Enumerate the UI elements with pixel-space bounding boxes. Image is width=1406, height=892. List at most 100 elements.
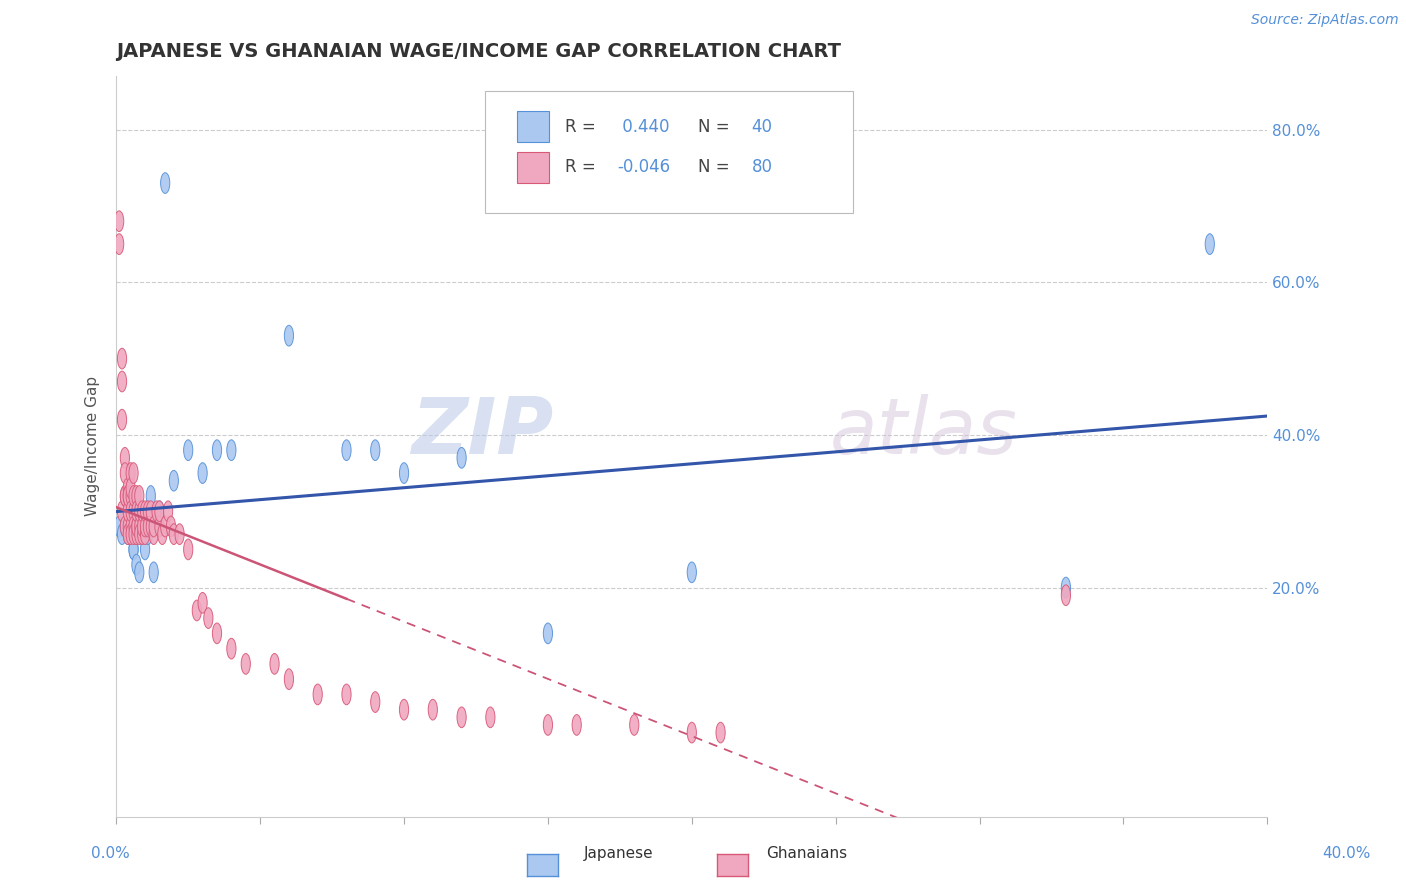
Text: R =: R =	[565, 118, 602, 136]
Text: Ghanaians: Ghanaians	[766, 847, 848, 861]
Ellipse shape	[124, 524, 132, 544]
Ellipse shape	[129, 463, 138, 483]
Ellipse shape	[118, 409, 127, 430]
Ellipse shape	[138, 524, 146, 544]
Ellipse shape	[127, 524, 135, 544]
Ellipse shape	[342, 684, 352, 705]
Ellipse shape	[457, 448, 467, 468]
Ellipse shape	[429, 699, 437, 720]
Ellipse shape	[127, 524, 135, 544]
Ellipse shape	[129, 516, 138, 537]
Ellipse shape	[118, 524, 127, 544]
Ellipse shape	[124, 485, 132, 507]
Ellipse shape	[141, 516, 149, 537]
FancyBboxPatch shape	[517, 152, 550, 183]
Ellipse shape	[114, 211, 124, 232]
Ellipse shape	[127, 508, 135, 529]
Ellipse shape	[121, 516, 129, 537]
Ellipse shape	[157, 524, 167, 544]
Ellipse shape	[371, 440, 380, 460]
Ellipse shape	[226, 440, 236, 460]
Ellipse shape	[174, 524, 184, 544]
Ellipse shape	[160, 173, 170, 194]
Ellipse shape	[193, 600, 201, 621]
Ellipse shape	[121, 448, 129, 468]
Ellipse shape	[127, 516, 135, 537]
Text: N =: N =	[697, 118, 734, 136]
Text: ZIP: ZIP	[412, 393, 554, 469]
Ellipse shape	[630, 714, 638, 735]
Text: 40: 40	[752, 118, 773, 136]
Ellipse shape	[129, 501, 138, 522]
Y-axis label: Wage/Income Gap: Wage/Income Gap	[86, 376, 100, 516]
Ellipse shape	[572, 714, 581, 735]
Ellipse shape	[169, 524, 179, 544]
Ellipse shape	[124, 501, 132, 522]
Ellipse shape	[135, 516, 143, 537]
Ellipse shape	[149, 562, 159, 582]
Ellipse shape	[121, 463, 129, 483]
Ellipse shape	[132, 516, 141, 537]
Text: Source: ZipAtlas.com: Source: ZipAtlas.com	[1251, 13, 1399, 28]
Ellipse shape	[114, 234, 124, 254]
Ellipse shape	[198, 592, 207, 613]
Ellipse shape	[118, 348, 127, 369]
Ellipse shape	[127, 478, 135, 499]
Ellipse shape	[143, 524, 152, 544]
Text: N =: N =	[697, 158, 734, 177]
Ellipse shape	[270, 654, 280, 674]
Ellipse shape	[155, 501, 165, 522]
Text: 0.0%: 0.0%	[91, 847, 131, 861]
Ellipse shape	[143, 516, 152, 537]
Ellipse shape	[141, 539, 149, 560]
Ellipse shape	[314, 684, 322, 705]
Ellipse shape	[138, 524, 146, 544]
Ellipse shape	[204, 607, 212, 629]
Ellipse shape	[129, 485, 138, 507]
Ellipse shape	[184, 440, 193, 460]
Text: JAPANESE VS GHANAIAN WAGE/INCOME GAP CORRELATION CHART: JAPANESE VS GHANAIAN WAGE/INCOME GAP COR…	[117, 42, 841, 61]
Ellipse shape	[132, 554, 141, 575]
Ellipse shape	[124, 508, 132, 529]
Ellipse shape	[1205, 234, 1215, 254]
Ellipse shape	[141, 501, 149, 522]
Ellipse shape	[135, 485, 143, 507]
Ellipse shape	[129, 539, 138, 560]
Ellipse shape	[135, 501, 143, 522]
Ellipse shape	[132, 524, 141, 544]
Ellipse shape	[163, 501, 173, 522]
Ellipse shape	[688, 723, 696, 743]
Ellipse shape	[138, 516, 146, 537]
Ellipse shape	[129, 524, 138, 544]
Ellipse shape	[457, 707, 467, 728]
Ellipse shape	[485, 707, 495, 728]
Text: atlas: atlas	[830, 393, 1018, 469]
Ellipse shape	[129, 516, 138, 537]
Ellipse shape	[135, 516, 143, 537]
Ellipse shape	[124, 516, 132, 537]
Ellipse shape	[141, 524, 149, 544]
Text: 0.440: 0.440	[617, 118, 669, 136]
Ellipse shape	[543, 714, 553, 735]
Ellipse shape	[127, 485, 135, 507]
Ellipse shape	[127, 501, 135, 522]
Ellipse shape	[114, 516, 124, 537]
Ellipse shape	[284, 326, 294, 346]
Ellipse shape	[124, 516, 132, 537]
Ellipse shape	[121, 485, 129, 507]
Ellipse shape	[399, 463, 409, 483]
Ellipse shape	[118, 501, 127, 522]
FancyBboxPatch shape	[485, 91, 853, 213]
Ellipse shape	[155, 501, 165, 522]
Ellipse shape	[166, 516, 176, 537]
Text: R =: R =	[565, 158, 602, 177]
Ellipse shape	[124, 485, 132, 507]
Ellipse shape	[1062, 585, 1070, 606]
Text: -0.046: -0.046	[617, 158, 671, 177]
Ellipse shape	[127, 524, 135, 544]
Ellipse shape	[129, 539, 138, 560]
Ellipse shape	[124, 478, 132, 499]
Ellipse shape	[155, 516, 165, 537]
Ellipse shape	[160, 516, 170, 537]
Ellipse shape	[1062, 577, 1070, 598]
